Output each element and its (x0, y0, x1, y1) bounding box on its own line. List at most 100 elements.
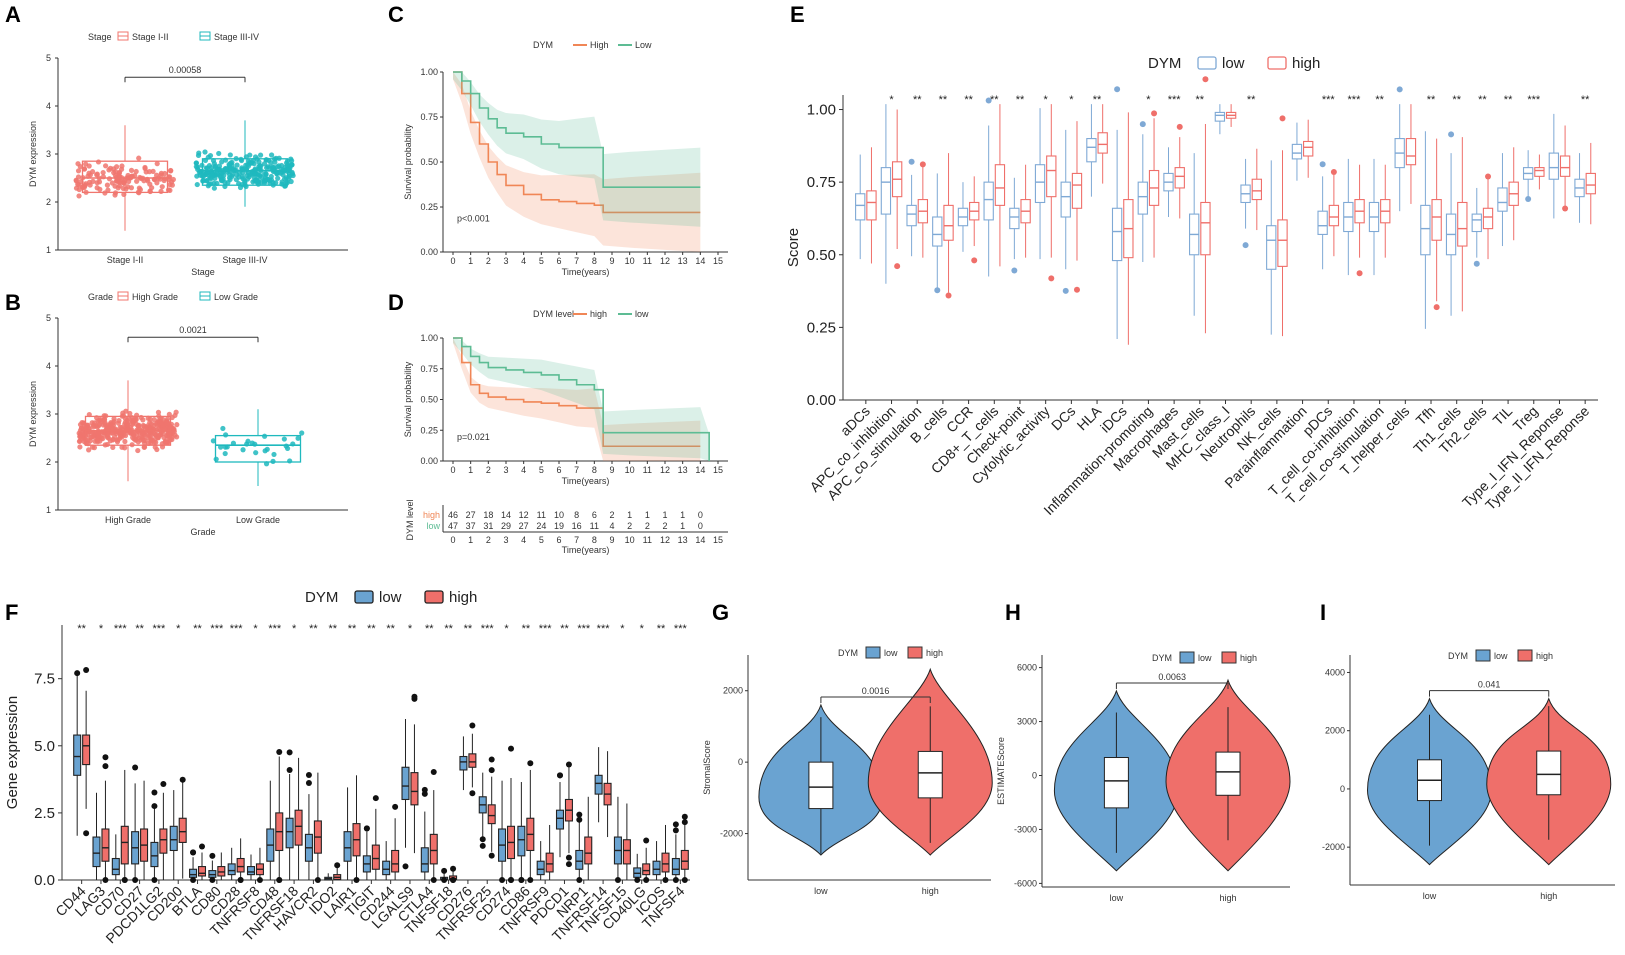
panel-I: DYM low high 4000 2000 0 -2000 low high 0.041 (1322, 649, 1615, 901)
data-point (141, 444, 147, 450)
data-point (142, 425, 148, 432)
data-point (174, 422, 180, 428)
data-point (101, 417, 108, 423)
data-point (164, 419, 170, 426)
outlier-point (121, 877, 128, 883)
legend-item: high (449, 589, 477, 606)
box (1482, 207, 1494, 230)
y-axis-title: Gene expression (4, 696, 21, 809)
legend-item: high (1240, 653, 1257, 663)
outlier-point (681, 877, 688, 883)
y-tick-label: -6000 (1014, 878, 1037, 888)
y-tick-label: 1 (46, 245, 51, 255)
data-point (226, 161, 232, 168)
y-tick-label: -2000 (720, 829, 743, 839)
outlier-point (421, 790, 428, 797)
y-tick-label: 4000 (1325, 667, 1345, 677)
outlier-point (1525, 196, 1532, 203)
data-point (216, 150, 222, 157)
legend-item: low (1494, 651, 1508, 661)
data-point (256, 172, 263, 178)
significance-label: ** (990, 94, 999, 106)
y-tick-label: 3 (46, 149, 51, 159)
outlier-point (151, 877, 158, 883)
outlier-point (662, 877, 669, 883)
box (1086, 138, 1097, 163)
outlier-point (430, 877, 437, 883)
significance-label: *** (268, 623, 282, 635)
significance-label: *** (230, 623, 244, 635)
data-point (127, 410, 133, 417)
y-axis-title: StromalScore (702, 740, 712, 795)
outlier-point (1202, 76, 1209, 83)
data-point (94, 171, 100, 177)
data-point (100, 169, 106, 176)
outlier-point (237, 877, 244, 883)
x-tick-label: 7 (574, 256, 579, 266)
outlier-point (527, 877, 534, 883)
data-point (236, 170, 242, 176)
significance-label: ** (1196, 94, 1205, 106)
significance-label: * (253, 623, 258, 635)
data-point (113, 178, 120, 184)
box (1071, 172, 1083, 209)
outlier-point (1242, 242, 1249, 249)
box (1471, 213, 1482, 233)
outlier-point (83, 830, 90, 837)
significance-label: ** (1452, 94, 1461, 106)
data-point (117, 430, 123, 436)
x-tick-label: 15 (713, 465, 723, 475)
box (652, 860, 661, 876)
risk-row-label: high (423, 510, 440, 520)
outlier-point (1562, 205, 1569, 212)
box (584, 836, 593, 865)
data-point (94, 180, 100, 186)
box (371, 844, 380, 870)
y-tick-label: 0.25 (420, 425, 438, 435)
data-point (261, 433, 268, 439)
risk-row-label: low (426, 521, 440, 531)
y-tick-label: 0.50 (807, 247, 836, 264)
risk-count: 1 (627, 510, 632, 520)
box (642, 863, 651, 876)
box (994, 164, 1006, 206)
y-tick-label: 0.75 (420, 112, 438, 122)
box (159, 828, 168, 854)
x-axis-title: Time(years) (562, 545, 610, 555)
data-point (253, 450, 259, 456)
data-point (222, 179, 228, 186)
significance-label: ** (309, 623, 318, 635)
risk-count: 19 (554, 521, 564, 531)
legend-swatch (907, 646, 923, 659)
legend-swatch (865, 646, 881, 659)
legend-swatch (1179, 651, 1195, 664)
data-point (101, 413, 107, 419)
risk-count: 16 (572, 521, 582, 531)
data-point (227, 152, 233, 158)
data-point (254, 179, 260, 185)
data-point (122, 445, 128, 451)
box (1103, 757, 1129, 809)
x-tick-label: Stage III-IV (222, 255, 267, 265)
outlier-point (971, 257, 978, 264)
legend-item: high (1292, 55, 1320, 72)
significance-label: *** (210, 623, 224, 635)
x-tick-label: 10 (625, 465, 635, 475)
box (1317, 210, 1328, 235)
survival-curve (453, 71, 701, 188)
box (1174, 167, 1185, 189)
x-tick-label: 9 (609, 535, 614, 545)
y-tick-label: 0.50 (420, 395, 438, 405)
legend-swatch (1267, 56, 1287, 70)
data-point (106, 435, 112, 441)
outlier-point (1062, 287, 1069, 294)
significance-label: ** (1247, 94, 1256, 106)
y-tick-label: 0.00 (420, 456, 438, 466)
data-point (104, 441, 110, 448)
panel-label-g: G (712, 600, 729, 625)
data-point (142, 431, 148, 437)
x-tick-label: 3 (503, 535, 508, 545)
outlier-point (469, 722, 476, 729)
legend-item: low (1198, 653, 1212, 663)
